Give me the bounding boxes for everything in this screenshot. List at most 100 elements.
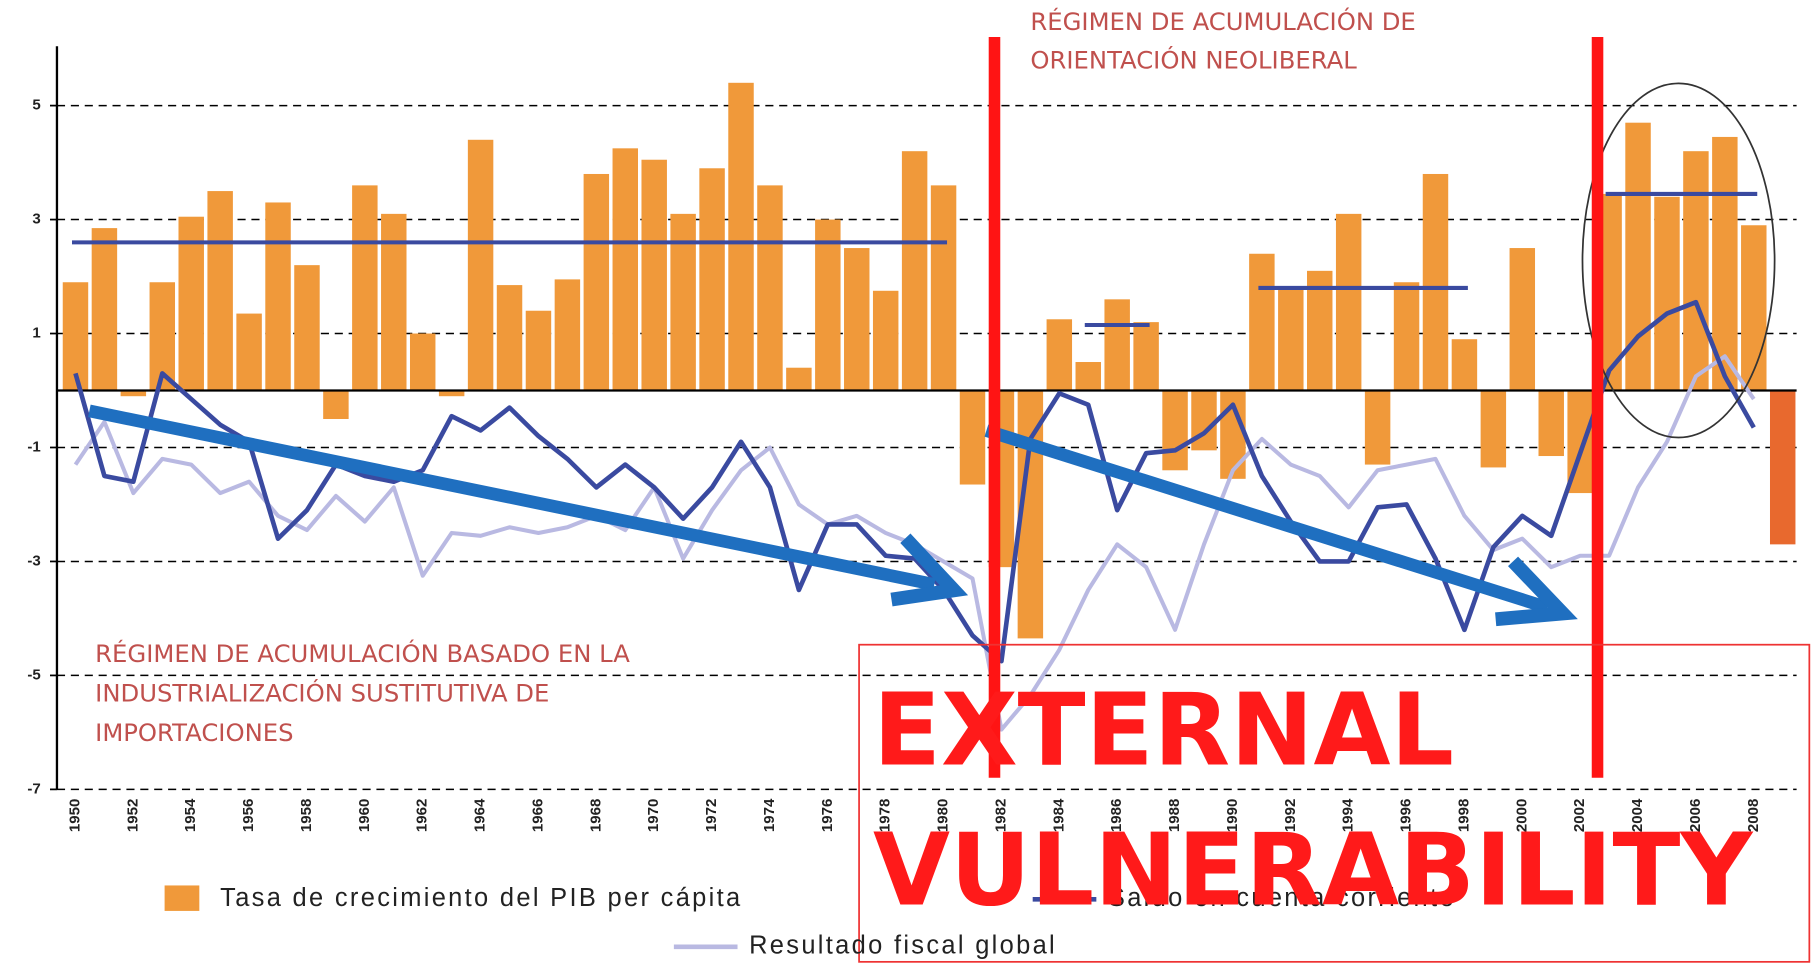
bar	[728, 82, 754, 391]
bar	[554, 279, 581, 391]
legend-label: Resultado fiscal global	[749, 932, 1057, 960]
bar	[1451, 339, 1478, 391]
y-tick-label: -1	[27, 438, 40, 455]
bar	[815, 219, 841, 391]
x-tick-label: 1990	[1224, 799, 1241, 832]
annotation: RÉGIMEN DE ACUMULACIÓN DE	[1030, 6, 1415, 36]
y-tick-label: -3	[27, 552, 40, 569]
x-tick-label: 1984	[1050, 798, 1067, 832]
legend-label: Saldo en cuenta corriente	[1108, 884, 1456, 912]
bar	[757, 185, 783, 391]
bar	[1769, 390, 1796, 545]
x-tick-label: 1980	[935, 799, 952, 832]
y-tick-label: -5	[27, 666, 40, 683]
bar	[699, 168, 725, 391]
bar	[1654, 196, 1680, 391]
x-tick-label: 1992	[1282, 799, 1299, 832]
bar	[1249, 253, 1275, 391]
bar	[294, 265, 320, 391]
annotation: INDUSTRIALIZACIÓN SUSTITUTIVA DE	[95, 677, 549, 707]
y-tick-label: 3	[32, 211, 40, 228]
trend-arrows	[88, 404, 1578, 627]
bar	[1075, 362, 1101, 391]
headline: EXTERNAL	[873, 674, 1454, 789]
bar	[467, 139, 494, 391]
x-tick-label: 1996	[1398, 799, 1415, 832]
bar	[786, 367, 812, 391]
highlight-ellipse	[1581, 82, 1776, 439]
bar	[1133, 322, 1159, 391]
bar	[1683, 151, 1709, 391]
x-tick-label: 1982	[992, 799, 1009, 832]
x-tick-label: 1958	[298, 799, 315, 832]
bar	[207, 191, 233, 391]
bar	[1335, 213, 1362, 391]
bar	[959, 390, 986, 485]
arrow	[88, 404, 936, 591]
arrowhead	[1495, 556, 1578, 627]
x-tick-label: 1956	[240, 799, 257, 832]
bar	[901, 151, 928, 391]
bar	[525, 310, 552, 391]
bar	[1538, 390, 1564, 457]
bar	[409, 333, 436, 391]
bar	[1480, 390, 1507, 468]
x-tick-label: 1988	[1166, 799, 1183, 832]
x-tick-label: 2000	[1513, 799, 1530, 832]
bar	[1307, 270, 1333, 391]
bar	[62, 282, 89, 391]
x-tick-label: 2006	[1687, 799, 1704, 832]
legend-label: Tasa de crecimiento del PIB per cápita	[220, 884, 742, 912]
x-tick-label: 1966	[529, 799, 546, 832]
bar	[1046, 319, 1073, 391]
bar	[1162, 390, 1188, 471]
x-tick-label: 2004	[1629, 798, 1646, 832]
bar	[1741, 225, 1767, 391]
bar	[844, 248, 870, 391]
x-tick-label: 1964	[472, 798, 489, 832]
x-tick-label: 1994	[1340, 798, 1357, 832]
line	[73, 299, 1756, 664]
bar	[1422, 173, 1449, 391]
x-tick-label: 2002	[1571, 799, 1588, 832]
x-tick-label: 1950	[66, 799, 83, 832]
bar	[930, 185, 957, 391]
bar	[1364, 390, 1391, 465]
bar	[236, 313, 262, 391]
x-tick-label: 1960	[356, 799, 373, 832]
annotation: RÉGIMEN DE ACUMULACIÓN BASADO EN LA	[95, 638, 630, 668]
x-tick-label: 1974	[761, 798, 778, 832]
bar	[323, 390, 349, 419]
x-tick-label: 1972	[703, 799, 720, 832]
x-tick-label: 1962	[414, 799, 431, 832]
bar	[1278, 287, 1304, 391]
y-tick-label: 5	[32, 97, 40, 114]
x-tick-label: 1968	[587, 799, 604, 832]
annotation: IMPORTACIONES	[95, 718, 293, 747]
annotation: ORIENTACIÓN NEOLIBERAL	[1030, 44, 1357, 74]
bar	[1104, 299, 1130, 391]
x-tick-label: 1978	[877, 799, 894, 832]
bar	[352, 185, 378, 391]
x-tick-label: 1976	[819, 799, 836, 832]
bar	[496, 285, 523, 391]
bar	[1191, 390, 1217, 451]
x-tick-label: 1986	[1108, 799, 1125, 832]
arrowhead	[890, 533, 969, 607]
headline-box	[858, 643, 1811, 963]
x-tick-label: 2008	[1745, 799, 1762, 832]
x-tick-label: 1998	[1455, 799, 1472, 832]
x-tick-label: 1970	[645, 799, 662, 832]
bar	[872, 290, 899, 391]
bar	[1393, 282, 1420, 391]
bar	[438, 390, 465, 397]
bar	[178, 216, 204, 391]
plot-area: 5 3 1 -1 -3 -5 -7 1950 1952 1954 1956 1958 1960 1962 1…	[27, 82, 1797, 832]
y-tick-label: -7	[27, 780, 40, 797]
bar	[120, 390, 147, 397]
bar	[1509, 248, 1536, 391]
bar	[265, 202, 291, 391]
bar	[612, 148, 638, 391]
arrow	[984, 424, 1550, 614]
